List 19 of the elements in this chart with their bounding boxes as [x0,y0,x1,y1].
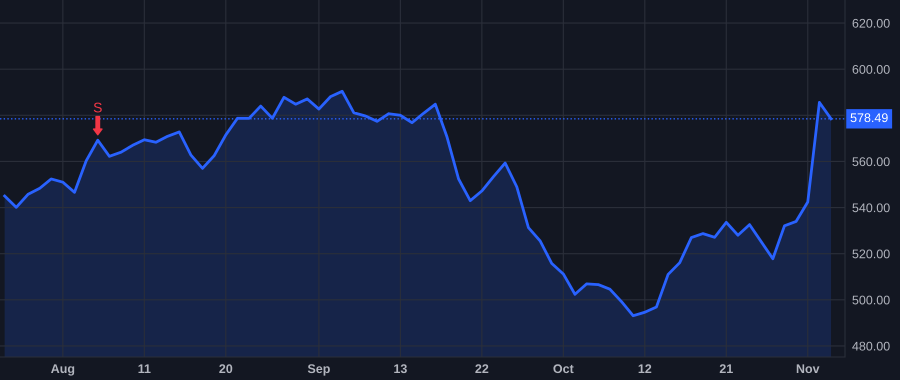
x-tick-label: Nov [796,364,820,374]
y-tick-label: 540.00 [852,203,890,212]
x-tick-label: 22 [475,364,488,374]
x-tick-label: Sep [308,364,330,376]
y-tick-label: 560.00 [852,157,890,166]
y-tick-label: 620.00 [852,18,890,28]
x-tick-label: 12 [638,364,652,374]
x-tick-label: Aug [51,364,74,376]
y-tick-label: 480.00 [852,342,890,351]
annotation: S [94,102,102,112]
x-tick-label: 11 [138,364,151,374]
x-tick-label: 20 [219,364,232,374]
x-tick-label: 21 [720,364,733,374]
y-tick-label: 500.00 [852,296,890,304]
y-tick-label: 600.00 [852,64,890,74]
x-tick-label: Oct [553,364,574,374]
ref-line-label: 578.49 [850,113,888,122]
x-tick-label: 13 [394,364,407,374]
y-tick-label: 520.00 [852,249,890,258]
